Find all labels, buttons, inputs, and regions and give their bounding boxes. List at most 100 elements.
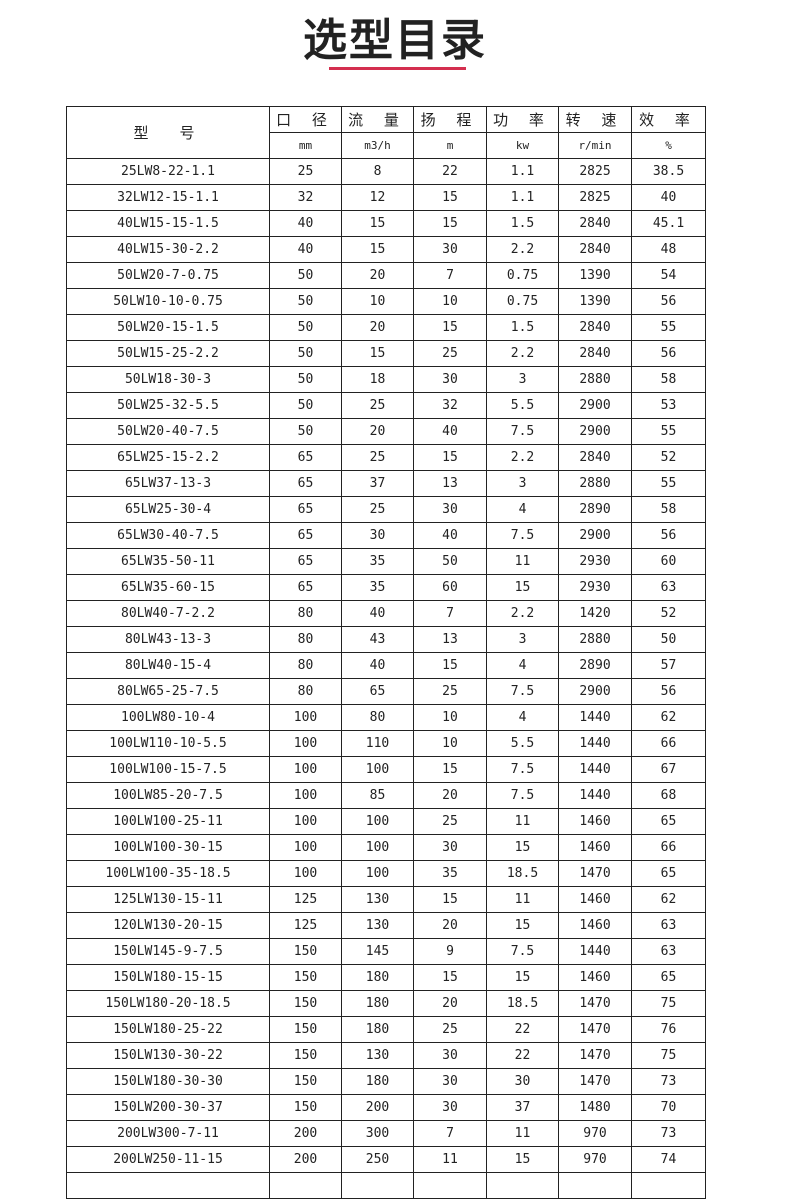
cell-diameter: 50 (269, 314, 342, 341)
cell-power: 22 (486, 1042, 559, 1069)
cell-speed: 2840 (558, 210, 632, 237)
cell-power: 18.5 (486, 990, 559, 1017)
cell-efficiency: 66 (631, 834, 706, 861)
table-row: 100LW100-15-7.5 100 100 15 7.5 1440 67 (66, 756, 706, 783)
cell-flow: 180 (341, 1016, 414, 1043)
cell-flow: 300 (341, 1120, 414, 1147)
cell-head: 7 (413, 262, 487, 289)
cell-flow: 25 (341, 444, 414, 471)
cell-head: 15 (413, 652, 487, 679)
header-efficiency: 效 率 (631, 106, 706, 133)
cell-speed: 2930 (558, 574, 632, 601)
cell-diameter: 80 (269, 626, 342, 653)
cell-head: 30 (413, 236, 487, 263)
cell-speed: 1460 (558, 964, 632, 991)
cell-model: 80LW65-25-7.5 (66, 678, 270, 705)
cell-efficiency: 75 (631, 990, 706, 1017)
cell-head: 25 (413, 808, 487, 835)
cell-speed: 1470 (558, 860, 632, 887)
cell-model: 50LW10-10-0.75 (66, 288, 270, 315)
table-row: 50LW15-25-2.2 50 15 25 2.2 2840 56 (66, 340, 706, 367)
table-row: 150LW180-30-30 150 180 30 30 1470 73 (66, 1068, 706, 1095)
cell-diameter: 32 (269, 184, 342, 211)
unit-power: kw (486, 132, 559, 159)
cell-speed: 1480 (558, 1094, 632, 1121)
unit-speed: r/min (558, 132, 632, 159)
cell-speed: 1460 (558, 808, 632, 835)
cell-efficiency: 60 (631, 548, 706, 575)
cell-diameter: 40 (269, 210, 342, 237)
cell-efficiency: 55 (631, 314, 706, 341)
cell-efficiency: 63 (631, 938, 706, 965)
cell-head: 25 (413, 1016, 487, 1043)
cell-flow: 100 (341, 834, 414, 861)
cell-efficiency: 76 (631, 1016, 706, 1043)
cell-speed: 1470 (558, 990, 632, 1017)
table-row: 80LW65-25-7.5 80 65 25 7.5 2900 56 (66, 678, 706, 705)
table-row: 125LW130-15-11 125 130 15 11 1460 62 (66, 886, 706, 913)
cell-power: 1.5 (486, 314, 559, 341)
cell-power: 15 (486, 912, 559, 939)
cell-model: 50LW20-7-0.75 (66, 262, 270, 289)
cell-flow: 65 (341, 678, 414, 705)
cell-power: 7.5 (486, 522, 559, 549)
cell-speed: 2900 (558, 392, 632, 419)
cell-diameter: 50 (269, 366, 342, 393)
cell-power: 15 (486, 964, 559, 991)
header-head: 扬 程 (413, 106, 487, 133)
cell-diameter: 50 (269, 288, 342, 315)
cell-head: 13 (413, 470, 487, 497)
cell-head: 60 (413, 574, 487, 601)
table-row: 50LW25-32-5.5 50 25 32 5.5 2900 53 (66, 392, 706, 419)
cell-speed: 970 (558, 1120, 632, 1147)
cell-speed: 1470 (558, 1068, 632, 1095)
cell-speed: 2840 (558, 340, 632, 367)
table-row: 50LW20-15-1.5 50 20 15 1.5 2840 55 (66, 314, 706, 341)
cell-efficiency: 56 (631, 340, 706, 367)
cell-efficiency: 65 (631, 964, 706, 991)
cell-model: 150LW145-9-7.5 (66, 938, 270, 965)
table-row: 150LW145-9-7.5 150 145 9 7.5 1440 63 (66, 938, 706, 965)
cell-efficiency: 53 (631, 392, 706, 419)
unit-efficiency: % (631, 132, 706, 159)
table-row: 50LW20-40-7.5 50 20 40 7.5 2900 55 (66, 418, 706, 445)
cell-power: 2.2 (486, 600, 559, 627)
table-row: 100LW100-35-18.5 100 100 35 18.5 1470 65 (66, 860, 706, 887)
cell-power: 1.1 (486, 158, 559, 185)
cell-flow: 8 (341, 158, 414, 185)
cell-model: 50LW20-15-1.5 (66, 314, 270, 341)
cell-power: 22 (486, 1016, 559, 1043)
cell-diameter: 25 (269, 158, 342, 185)
cell-speed: 2880 (558, 626, 632, 653)
cell-diameter: 150 (269, 1042, 342, 1069)
cell-head: 15 (413, 964, 487, 991)
cell-efficiency: 58 (631, 496, 706, 523)
cell-speed: 1460 (558, 834, 632, 861)
cell-model: 40LW15-15-1.5 (66, 210, 270, 237)
cell-head: 30 (413, 834, 487, 861)
cell-diameter: 100 (269, 808, 342, 835)
cell-head: 20 (413, 912, 487, 939)
cell-diameter: 200 (269, 1120, 342, 1147)
cell-model: 25LW8-22-1.1 (66, 158, 270, 185)
cell-power: 15 (486, 574, 559, 601)
cell-speed: 2880 (558, 470, 632, 497)
table-row: 65LW30-40-7.5 65 30 40 7.5 2900 56 (66, 522, 706, 549)
cell-head: 15 (413, 184, 487, 211)
table-row: 80LW43-13-3 80 43 13 3 2880 50 (66, 626, 706, 653)
cell-power: 0.75 (486, 262, 559, 289)
cell-speed: 1440 (558, 782, 632, 809)
cell-diameter: 50 (269, 418, 342, 445)
cell-model: 125LW130-15-11 (66, 886, 270, 913)
cell-flow: 40 (341, 600, 414, 627)
cell-model: 150LW180-15-15 (66, 964, 270, 991)
cell-power: 2.2 (486, 444, 559, 471)
table-row: 65LW25-30-4 65 25 30 4 2890 58 (66, 496, 706, 523)
cell-power: 11 (486, 886, 559, 913)
table-row: 150LW130-30-22 150 130 30 22 1470 75 (66, 1042, 706, 1069)
table-row: 100LW100-30-15 100 100 30 15 1460 66 (66, 834, 706, 861)
cell-speed: 2900 (558, 418, 632, 445)
cell-speed: 1420 (558, 600, 632, 627)
cell-head: 10 (413, 730, 487, 757)
cell-diameter: 100 (269, 730, 342, 757)
